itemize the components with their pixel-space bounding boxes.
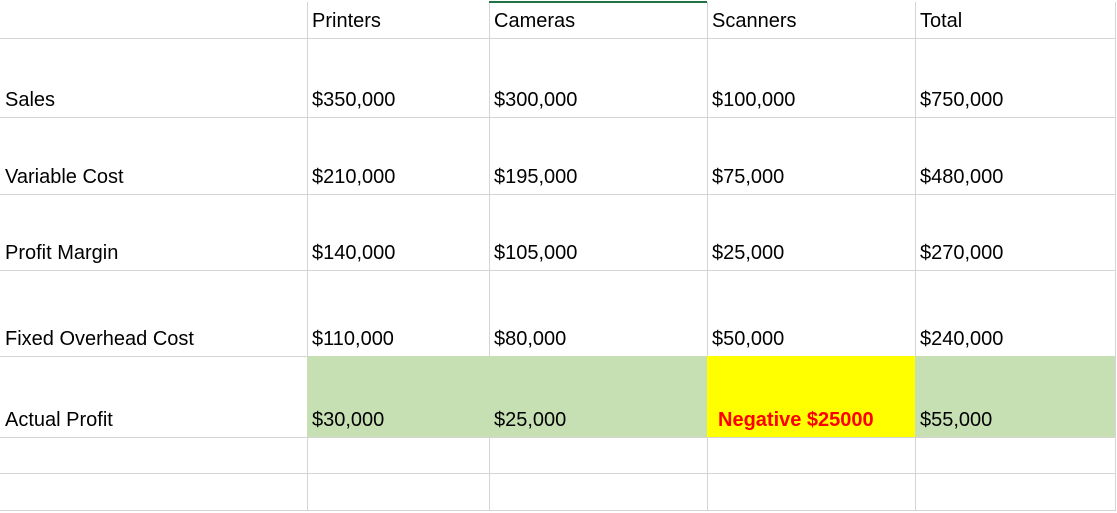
column-header-printers[interactable]: Printers xyxy=(307,2,490,39)
value-cell[interactable]: $80,000 xyxy=(489,270,708,357)
empty-cell[interactable] xyxy=(915,437,1116,474)
row-label[interactable]: Sales xyxy=(0,38,308,118)
empty-cell[interactable] xyxy=(307,437,490,474)
column-header-scanners[interactable]: Scanners xyxy=(707,2,916,39)
value-cell[interactable]: $270,000 xyxy=(915,194,1116,271)
row-label[interactable]: Variable Cost xyxy=(0,117,308,195)
value-cell[interactable]: $55,000 xyxy=(915,356,1116,438)
column-header-total[interactable]: Total xyxy=(915,2,1116,39)
empty-cell[interactable] xyxy=(0,473,308,511)
row-label[interactable]: Fixed Overhead Cost xyxy=(0,270,308,357)
value-cell[interactable]: $30,000 xyxy=(307,356,490,438)
value-cell[interactable]: $350,000 xyxy=(307,38,490,118)
selected-cell-indicator xyxy=(489,1,707,3)
empty-cell[interactable] xyxy=(0,437,308,474)
value-cell[interactable]: $480,000 xyxy=(915,117,1116,195)
empty-cell[interactable] xyxy=(0,2,308,39)
row-label[interactable]: Profit Margin xyxy=(0,194,308,271)
empty-cell[interactable] xyxy=(307,473,490,511)
value-cell[interactable]: $105,000 xyxy=(489,194,708,271)
value-cell[interactable]: $195,000 xyxy=(489,117,708,195)
empty-cell[interactable] xyxy=(489,473,708,511)
value-cell[interactable]: $300,000 xyxy=(489,38,708,118)
value-cell[interactable]: $100,000 xyxy=(707,38,916,118)
value-cell[interactable]: $25,000 xyxy=(489,356,708,438)
value-cell[interactable]: $750,000 xyxy=(915,38,1116,118)
empty-cell[interactable] xyxy=(707,437,916,474)
column-header-cameras[interactable]: Cameras xyxy=(489,2,708,39)
empty-cell[interactable] xyxy=(489,437,708,474)
value-cell[interactable]: $75,000 xyxy=(707,117,916,195)
value-cell[interactable]: $140,000 xyxy=(307,194,490,271)
value-cell[interactable]: Negative $25000 xyxy=(707,356,916,438)
value-cell[interactable]: $50,000 xyxy=(707,270,916,357)
row-label[interactable]: Actual Profit xyxy=(0,356,308,438)
empty-cell[interactable] xyxy=(707,473,916,511)
value-cell[interactable]: $240,000 xyxy=(915,270,1116,357)
value-cell[interactable]: $210,000 xyxy=(307,117,490,195)
value-cell[interactable]: $110,000 xyxy=(307,270,490,357)
value-cell[interactable]: $25,000 xyxy=(707,194,916,271)
empty-cell[interactable] xyxy=(915,473,1116,511)
